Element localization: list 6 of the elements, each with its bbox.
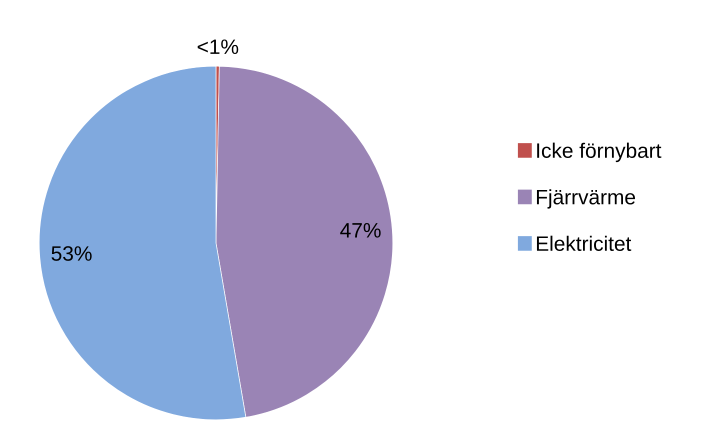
legend-label: Elektricitet [536, 236, 632, 251]
legend-label: Icke förnybart [537, 142, 662, 162]
data-label: 53% [52, 246, 92, 261]
data-label: <1% [198, 39, 238, 54]
data-label: 47% [340, 223, 381, 238]
legend-label: Fjärrvärme [536, 189, 636, 209]
